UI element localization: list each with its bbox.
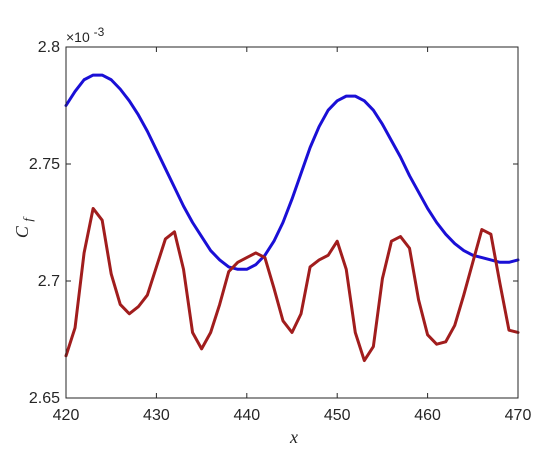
y-axis-label: C f [12,216,35,239]
series-line-1 [64,73,520,271]
x-tick-label: 450 [324,407,351,424]
y-axis-label-text: C f [12,216,35,239]
axes-box [65,46,519,399]
axes-layer [65,46,519,399]
y-axis-label-subscript: f [20,216,35,222]
series-line-2 [64,206,520,363]
tick-layer: 420 430 440 450 460 470 2.65 2.7 2.75 2.8 [29,39,532,424]
x-tick-label: 420 [53,407,80,424]
x-tick-label: 430 [143,407,170,424]
x-tick-label: 440 [233,407,260,424]
y-tick-label: 2.7 [38,273,60,290]
y-scale-note: ×10 -3 [66,25,105,45]
x-axis-label: x [289,427,298,447]
y-tick-label: 2.8 [38,39,60,56]
y-scale-note-base: ×10 [66,29,90,45]
y-axis-label-main: C [12,225,32,238]
x-tick-label: 460 [414,407,441,424]
y-tick-label: 2.65 [29,390,60,407]
x-tick-label: 470 [505,407,532,424]
y-tick-label: 2.75 [29,156,60,173]
y-scale-note-exponent: -3 [94,25,105,39]
series-layer [64,73,520,363]
